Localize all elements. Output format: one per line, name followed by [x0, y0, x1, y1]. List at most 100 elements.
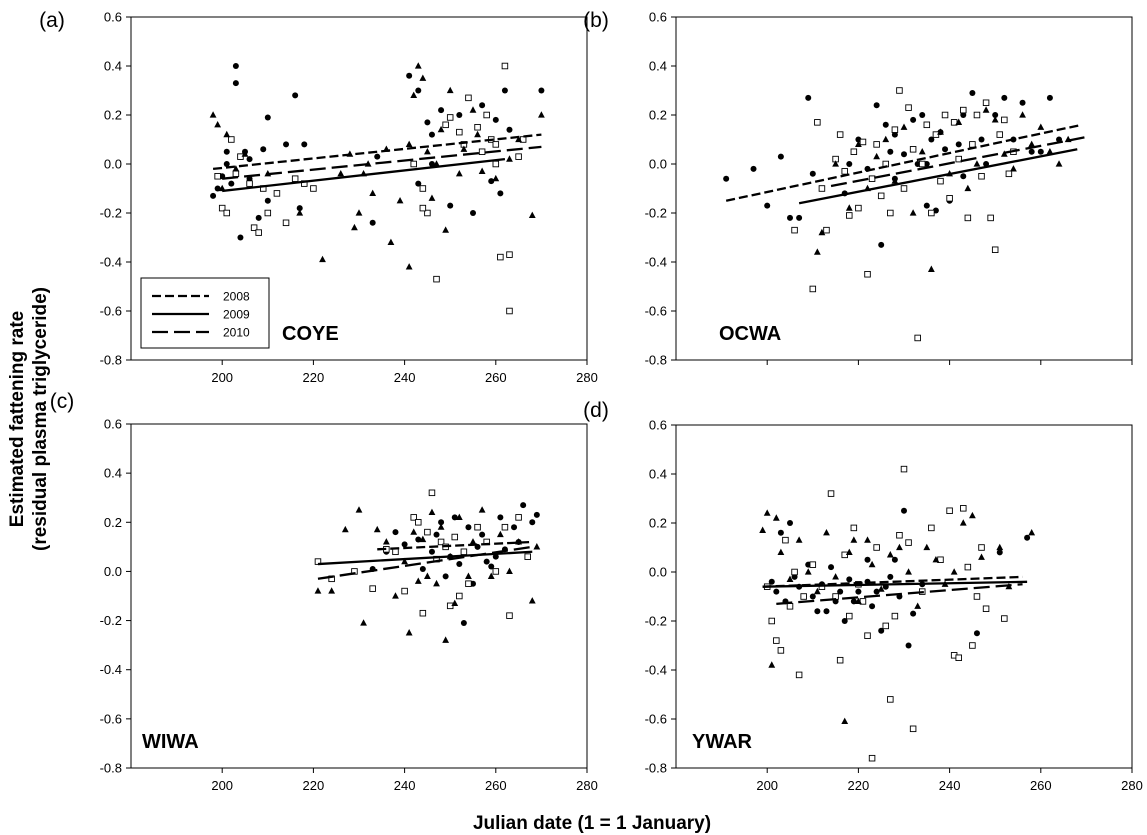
point-2009 — [310, 185, 317, 192]
point-2009 — [928, 524, 935, 532]
point-2008 — [891, 556, 898, 563]
panel-letter: (c) — [50, 390, 75, 413]
point-2009 — [786, 603, 794, 610]
point-2009 — [809, 561, 817, 568]
point-2009 — [228, 136, 235, 143]
point-2008 — [973, 630, 980, 637]
point-2009 — [773, 637, 780, 644]
x-tick-label: 260 — [485, 778, 507, 793]
y-tick-label: 0.6 — [649, 418, 667, 433]
point-2010 — [410, 528, 418, 535]
point-2008 — [223, 161, 230, 167]
point-2008 — [442, 573, 449, 580]
point-2010 — [455, 170, 463, 177]
point-2009 — [410, 160, 417, 168]
point-2008 — [424, 119, 431, 126]
point-2009 — [282, 219, 290, 227]
point-2009 — [846, 212, 853, 219]
y-tick-label: -0.2 — [100, 613, 122, 628]
plot-frame — [130, 423, 588, 769]
series-2009 — [314, 489, 531, 619]
point-2008 — [942, 146, 949, 153]
point-2010 — [469, 106, 477, 113]
point-2008 — [210, 192, 217, 199]
point-2009 — [964, 563, 972, 571]
point-2009 — [973, 593, 981, 600]
y-tick-label: -0.4 — [100, 255, 122, 270]
point-2009 — [978, 172, 985, 180]
species-label: OCWA — [719, 323, 781, 345]
point-2009 — [918, 160, 926, 168]
point-2008 — [960, 112, 967, 118]
y-tick-label: -0.2 — [645, 614, 667, 629]
point-2009 — [1001, 615, 1008, 622]
point-2009 — [882, 622, 890, 630]
point-2008 — [488, 563, 495, 570]
point-2009 — [982, 605, 990, 613]
x-tick-label: 260 — [1030, 778, 1052, 793]
point-2010 — [891, 177, 899, 184]
point-2008 — [873, 588, 880, 595]
point-2009 — [841, 168, 848, 175]
point-2010 — [877, 585, 885, 592]
point-2008 — [533, 511, 540, 518]
y-tick-label: 0.4 — [104, 466, 122, 481]
point-2008 — [787, 214, 793, 221]
point-2010 — [982, 106, 990, 113]
point-2008 — [511, 524, 518, 531]
point-2008 — [465, 524, 472, 531]
point-2008 — [415, 180, 422, 187]
point-2008 — [492, 116, 499, 123]
point-2010 — [759, 526, 767, 533]
point-2010 — [813, 248, 821, 255]
x-tick-label: 240 — [394, 370, 416, 385]
point-2009 — [941, 111, 949, 119]
point-2010 — [469, 538, 477, 545]
point-2008 — [873, 102, 880, 109]
point-2009 — [836, 656, 844, 664]
point-2008 — [260, 146, 267, 153]
point-2008 — [237, 234, 244, 241]
point-2010 — [392, 592, 399, 599]
point-2009 — [506, 307, 513, 315]
point-2010 — [996, 543, 1004, 551]
point-2009 — [273, 190, 281, 197]
point-2008 — [796, 214, 803, 221]
y-tick-label: 0.6 — [104, 417, 122, 432]
point-2010 — [896, 543, 903, 551]
point-2008 — [919, 112, 926, 118]
point-2010 — [905, 568, 912, 575]
point-2009 — [946, 195, 953, 202]
point-2010 — [1028, 529, 1036, 536]
x-tick-label: 240 — [394, 778, 416, 793]
point-2008 — [451, 514, 458, 521]
point-2010 — [337, 170, 345, 177]
point-2010 — [937, 128, 944, 135]
point-2010 — [763, 509, 771, 516]
point-2009 — [896, 87, 903, 94]
point-2009 — [896, 532, 903, 539]
point-2010 — [414, 577, 422, 584]
point-2008 — [850, 598, 857, 605]
point-2009 — [905, 539, 912, 546]
series-2008 — [768, 507, 1031, 649]
point-2009 — [451, 533, 459, 541]
point-2008 — [255, 214, 262, 221]
species-label: COYE — [282, 323, 339, 345]
point-2010 — [373, 525, 381, 533]
y-tick-label: 0.2 — [649, 108, 667, 123]
point-2008 — [787, 520, 793, 526]
point-2009 — [809, 285, 817, 293]
x-tick-label: 220 — [848, 778, 870, 793]
point-2010 — [296, 209, 304, 216]
point-2008 — [777, 153, 784, 160]
point-2010 — [405, 263, 413, 270]
point-2009 — [465, 580, 472, 587]
point-2008 — [878, 241, 885, 248]
point-2009 — [483, 111, 490, 119]
point-2009 — [506, 251, 513, 258]
point-2009 — [415, 519, 422, 526]
point-2008 — [428, 131, 435, 138]
point-2010 — [515, 135, 522, 143]
point-2010 — [909, 209, 917, 216]
